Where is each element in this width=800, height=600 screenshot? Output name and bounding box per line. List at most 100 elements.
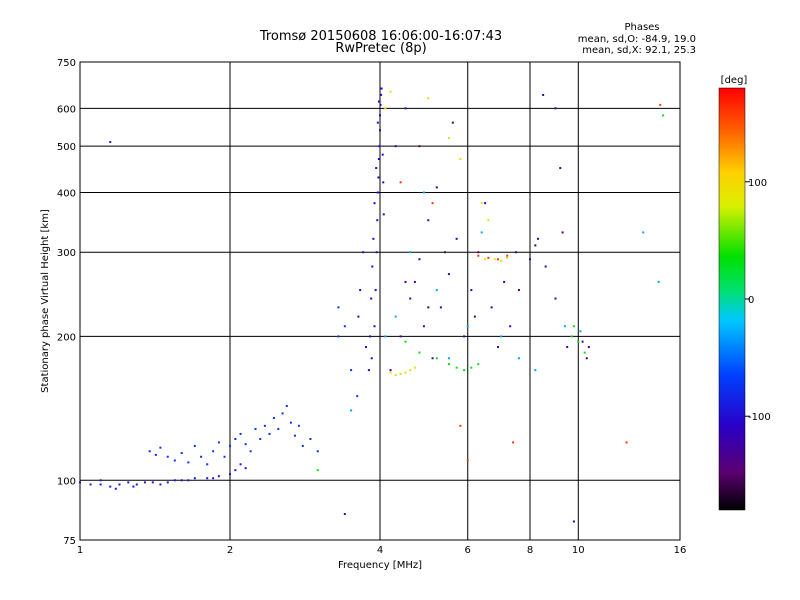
data-point xyxy=(427,97,430,100)
data-point xyxy=(534,244,537,247)
data-point xyxy=(572,520,575,523)
data-point xyxy=(374,289,377,292)
data-point xyxy=(234,437,237,440)
data-point xyxy=(463,369,466,372)
data-point xyxy=(422,325,425,328)
x-tick-label: 1 xyxy=(77,545,83,556)
data-point xyxy=(544,265,547,268)
x-axis: 1 2 4 6 8 10 16 xyxy=(77,545,687,556)
y-tick-label: 600 xyxy=(57,104,76,115)
colorbar xyxy=(718,87,746,511)
x-tick-label: 2 xyxy=(227,545,233,556)
data-point xyxy=(135,483,138,486)
data-point xyxy=(480,231,483,234)
data-point xyxy=(187,461,190,464)
data-point xyxy=(484,202,487,205)
data-point xyxy=(127,481,130,484)
data-point xyxy=(166,481,169,484)
colorbar-label: [deg] xyxy=(721,75,748,86)
data-point xyxy=(447,273,450,276)
data-point xyxy=(159,446,162,449)
data-point xyxy=(534,369,537,372)
data-point xyxy=(234,469,237,472)
data-point xyxy=(244,467,247,470)
data-point xyxy=(427,219,430,222)
data-point xyxy=(583,351,586,354)
data-point xyxy=(350,409,353,412)
data-point xyxy=(281,412,284,415)
data-point xyxy=(289,421,292,424)
data-point xyxy=(293,434,296,437)
stats-title: Phases xyxy=(624,22,659,33)
data-point xyxy=(109,485,112,488)
data-point xyxy=(447,357,450,360)
data-point xyxy=(369,335,372,338)
data-point xyxy=(376,191,379,194)
data-point xyxy=(459,424,462,427)
data-point xyxy=(151,481,154,484)
data-point xyxy=(625,441,628,444)
data-point xyxy=(382,181,385,184)
data-point xyxy=(379,114,381,117)
data-point xyxy=(399,372,402,375)
data-point xyxy=(277,428,280,431)
stats-line-o: mean, sd,O: -84.9, 19.0 xyxy=(578,34,696,45)
data-point xyxy=(447,363,450,366)
data-point xyxy=(180,452,183,455)
data-point xyxy=(447,137,450,140)
data-point xyxy=(379,103,382,106)
data-point xyxy=(399,335,402,338)
data-point xyxy=(463,335,466,338)
data-point xyxy=(373,325,376,328)
data-point xyxy=(148,450,151,453)
data-point xyxy=(173,459,176,462)
data-point xyxy=(542,93,545,96)
data-point xyxy=(443,251,446,254)
data-point xyxy=(389,369,392,372)
colorbar-tick-label: 100 xyxy=(748,178,767,189)
data-point xyxy=(517,357,520,360)
stats-line-x: mean, sd,X: 92.1, 25.3 xyxy=(582,45,696,56)
data-point xyxy=(500,335,503,338)
data-point xyxy=(254,428,257,431)
data-point xyxy=(187,479,190,482)
data-point xyxy=(166,455,169,458)
data-point xyxy=(470,289,473,292)
data-point xyxy=(404,280,407,283)
data-point xyxy=(380,87,383,90)
data-point xyxy=(371,265,374,268)
data-point xyxy=(559,167,562,170)
data-point xyxy=(662,114,665,117)
data-point xyxy=(554,107,557,110)
data-point xyxy=(554,297,557,300)
data-point xyxy=(642,231,645,234)
data-point xyxy=(217,475,220,478)
data-point xyxy=(515,251,518,254)
data-point xyxy=(223,455,226,458)
data-point xyxy=(506,254,509,257)
data-point xyxy=(297,424,300,427)
data-point xyxy=(79,481,81,484)
data-point xyxy=(375,167,378,170)
data-point xyxy=(585,357,588,360)
data-point xyxy=(259,437,262,440)
data-point xyxy=(367,369,370,372)
chart-title-line1: Tromsø 20150608 16:06:00-16:07:43 xyxy=(259,29,502,44)
data-point xyxy=(370,357,373,360)
data-point xyxy=(487,256,490,259)
data-point xyxy=(418,145,421,148)
data-point xyxy=(373,202,376,205)
grid-lines xyxy=(80,62,680,540)
data-point xyxy=(376,219,379,222)
data-point xyxy=(99,483,102,486)
data-point xyxy=(359,289,362,292)
data-point xyxy=(370,297,373,300)
data-point xyxy=(394,374,397,377)
data-point xyxy=(382,213,385,216)
data-point xyxy=(503,280,506,283)
data-point xyxy=(239,432,242,435)
data-point xyxy=(506,256,509,259)
data-point xyxy=(159,483,162,486)
data-point xyxy=(244,443,247,446)
